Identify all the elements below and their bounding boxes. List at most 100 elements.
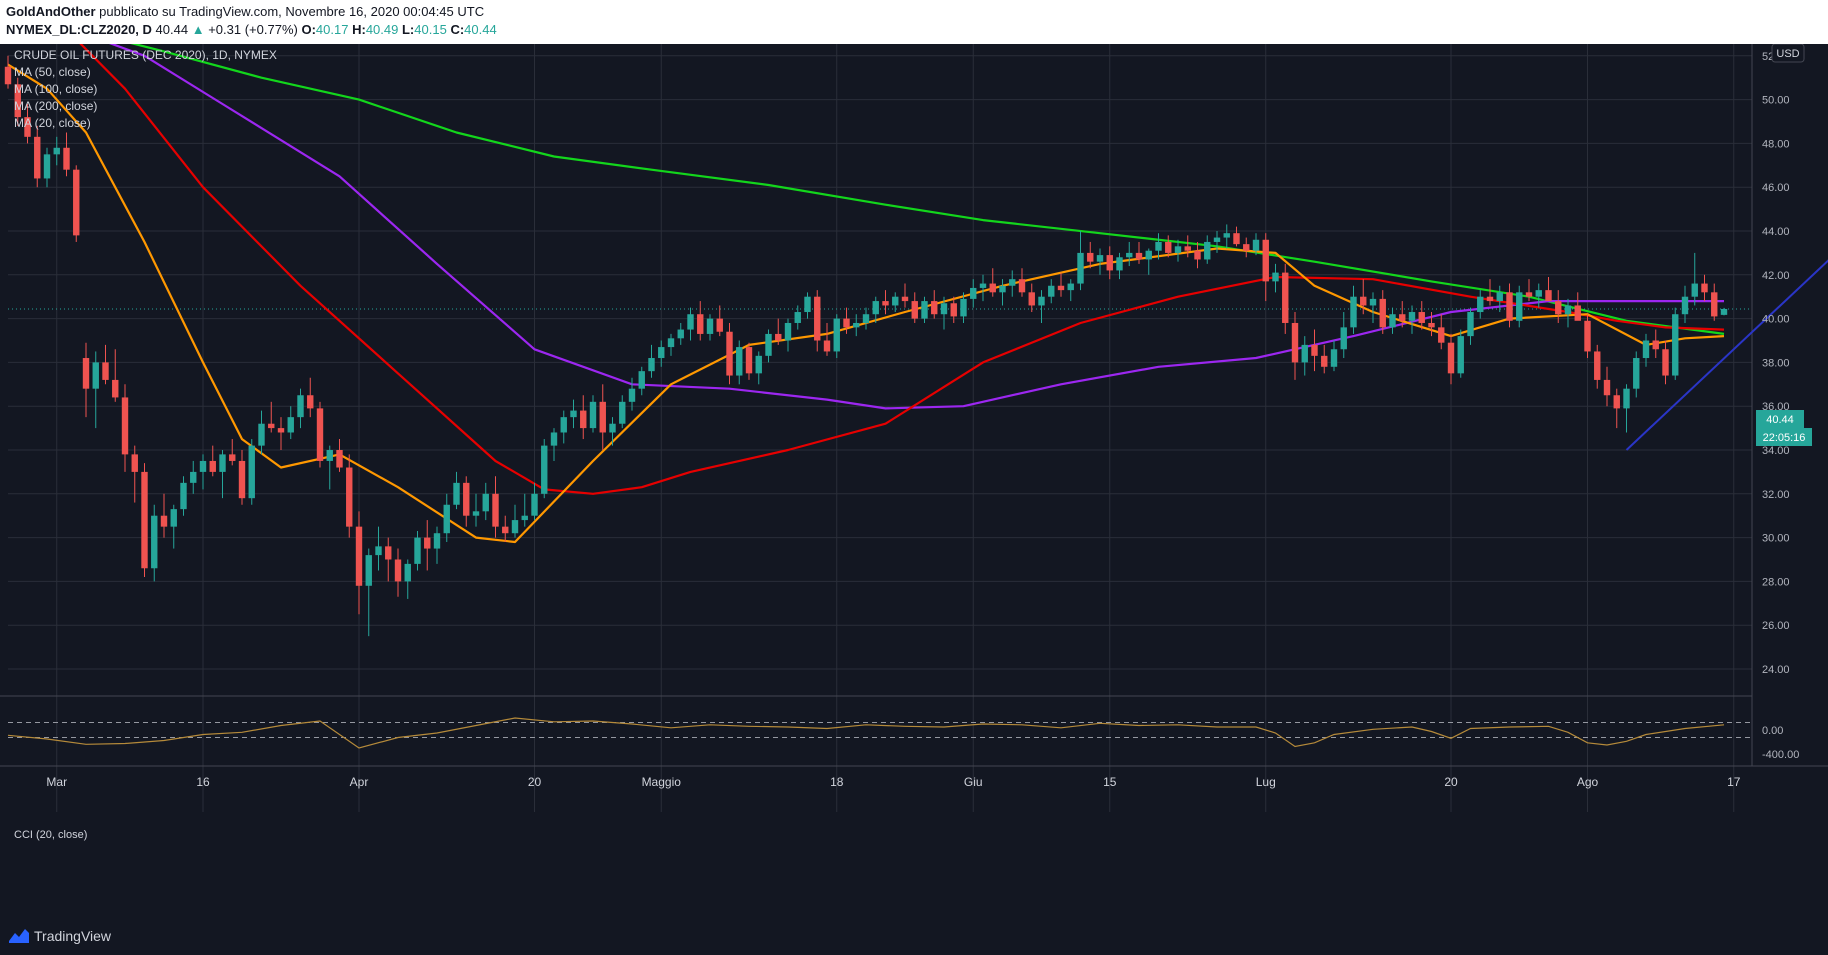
candle-body: [346, 467, 353, 527]
candle-body: [1048, 285, 1055, 297]
high-label: H:: [352, 22, 366, 37]
candle-body: [34, 136, 41, 179]
candle-body: [1633, 358, 1640, 389]
candle-body: [814, 296, 821, 341]
cci-legend-label[interactable]: CCI (20, close): [14, 829, 87, 841]
candle-body: [1282, 272, 1289, 323]
price-tick-label: 38.00: [1762, 357, 1790, 369]
candle-body: [1506, 292, 1513, 321]
candle-body: [1428, 322, 1435, 328]
currency-badge-box: [1771, 44, 1805, 63]
candle-body: [414, 537, 421, 564]
candle-body: [1486, 296, 1494, 302]
candle-body: [1077, 252, 1084, 284]
tradingview-logo-icon[interactable]: [8, 927, 30, 945]
candle-body: [784, 322, 792, 341]
candle-body: [794, 312, 801, 323]
candle-body: [628, 388, 636, 402]
candle-body: [823, 340, 831, 352]
price-tick-label: 24.00: [1762, 664, 1790, 676]
candle-body: [190, 471, 197, 483]
trendline-segment: [1625, 259, 1828, 451]
candle-body: [892, 296, 899, 306]
candle-body: [297, 395, 304, 418]
candle-body: [901, 296, 909, 302]
candle-body: [960, 298, 967, 317]
candle-body: [453, 482, 460, 505]
candle-body: [209, 460, 216, 472]
ma50-line: [79, 44, 1725, 495]
candle-body: [433, 533, 441, 549]
candle-body: [1564, 305, 1572, 315]
legend-ma200[interactable]: MA (200, close): [14, 99, 97, 113]
open-value: 40.17: [315, 22, 349, 37]
candle-body: [1457, 336, 1464, 374]
candle-body: [1399, 314, 1406, 321]
candle-body: [1711, 292, 1718, 317]
legend-ma20[interactable]: MA (20, close): [14, 116, 91, 130]
tradingview-brand[interactable]: TradingView: [34, 928, 112, 944]
time-axis[interactable]: Mar16Apr20Maggio18Giu15Lug20Ago17Set15Ot…: [46, 775, 1828, 789]
price-axis[interactable]: 24.0026.0028.0030.0032.0034.0036.0038.00…: [1762, 44, 1799, 761]
ma200-line: [130, 44, 1725, 335]
candle-body: [1087, 252, 1094, 262]
candle-body: [170, 509, 177, 527]
candle-body: [151, 515, 158, 569]
candle-body: [511, 520, 519, 534]
time-tick-label: Ago: [1577, 775, 1599, 789]
candle-body: [911, 301, 918, 319]
candle-body: [736, 347, 743, 376]
candle-body: [726, 331, 733, 376]
candle-body: [1613, 395, 1620, 409]
candle-body: [229, 454, 236, 461]
candle-body: [502, 526, 509, 534]
candle-body: [804, 296, 811, 313]
candle-body: [755, 355, 762, 374]
price-tick-label: 32.00: [1762, 489, 1790, 501]
candle-body: [180, 482, 187, 510]
currency-label: USD: [1776, 48, 1799, 60]
author-name[interactable]: GoldAndOther: [6, 4, 96, 19]
legend-ma100[interactable]: MA (100, close): [14, 82, 97, 96]
candle-body: [609, 423, 616, 433]
countdown-label: 22:05:16: [1763, 432, 1806, 444]
time-tick-label: 17: [1727, 775, 1741, 789]
currency-badge[interactable]: USD: [1771, 44, 1805, 63]
candle-body: [1379, 298, 1386, 328]
candle-body: [1330, 349, 1338, 367]
last-price-tag-label: 40.44: [1766, 414, 1794, 426]
price-tick-label: 34.00: [1762, 445, 1790, 457]
candle-body: [1662, 349, 1669, 376]
price-tick-label: 30.00: [1762, 533, 1790, 545]
candle-body: [521, 515, 528, 521]
chart-background: [0, 44, 1828, 918]
candle-body: [385, 546, 392, 560]
candle-body: [872, 301, 879, 315]
low-value: 40.15: [414, 22, 447, 37]
chart-area[interactable]: 24.0026.0028.0030.0032.0034.0036.0038.00…: [0, 44, 1828, 918]
cci-pane: [7, 717, 1752, 749]
time-tick-label: 16: [196, 775, 210, 789]
price-tick-label: 28.00: [1762, 576, 1790, 588]
candle-body: [287, 417, 294, 433]
candle-body: [658, 347, 665, 359]
trendline[interactable]: [1625, 249, 1828, 451]
candle-body: [648, 358, 655, 372]
candle-body: [1574, 305, 1581, 321]
ohlc-line: NYMEX_DL:CLZ2020, D 40.44 ▲ +0.31 (+0.77…: [6, 22, 497, 37]
price-tick-label: 40.00: [1762, 314, 1790, 326]
candle-body: [1555, 301, 1562, 315]
candle-body: [131, 454, 138, 472]
candle-body: [697, 314, 704, 334]
candle-body: [365, 555, 372, 586]
cci-tick-label: 0.00: [1762, 725, 1783, 737]
candle-body: [336, 450, 343, 468]
legend-ma50[interactable]: MA (50, close): [14, 65, 91, 79]
candle-body: [1389, 314, 1396, 328]
candle-body: [268, 423, 275, 429]
candle-body: [443, 504, 450, 534]
candle-body: [716, 318, 723, 332]
candle-body: [82, 358, 90, 389]
candle-body: [931, 301, 938, 315]
candle-body: [989, 283, 996, 293]
